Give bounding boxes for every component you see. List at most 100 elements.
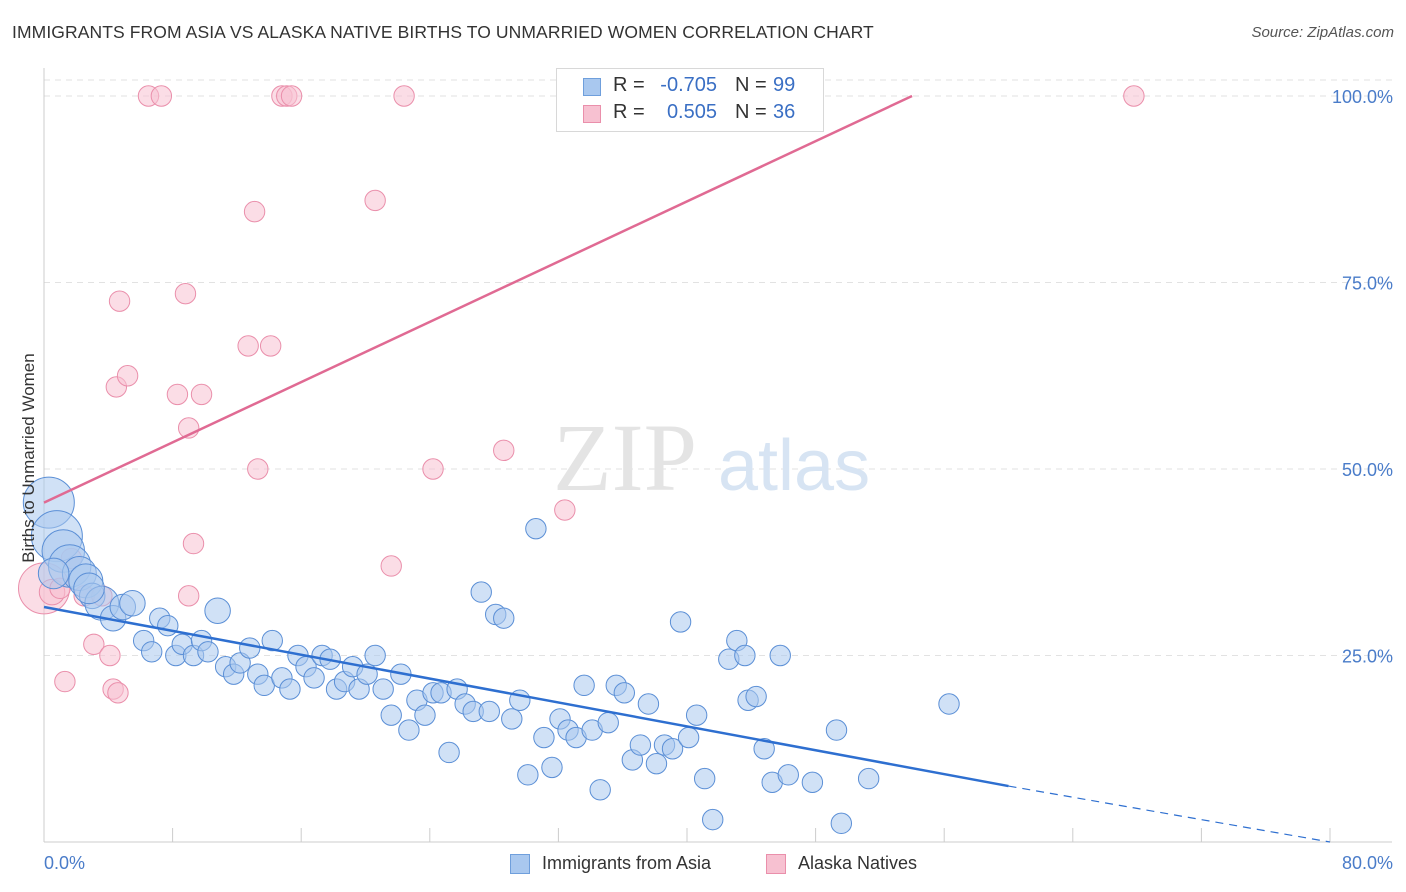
asia-point-27 — [261, 629, 283, 652]
asia-point-40 — [364, 644, 386, 667]
asia-point-24 — [239, 637, 261, 659]
watermark-atlas: atlas — [718, 426, 870, 506]
alaska-trend-line — [43, 94, 913, 504]
asia-point-80 — [685, 704, 708, 726]
asia-point-69 — [597, 711, 619, 734]
asia-point-91 — [777, 764, 799, 786]
y-axis-label: Births to Unmarried Women — [19, 353, 38, 562]
stats-swatch-0 — [583, 78, 601, 96]
alaska-point-35 — [177, 585, 200, 607]
asia-point-90 — [769, 644, 791, 667]
y-tick-label-2: 75.0% — [1342, 274, 1393, 294]
chart-title: IMMIGRANTS FROM ASIA VS ALASKA NATIVE BI… — [12, 22, 874, 42]
asia-point-68 — [589, 779, 611, 801]
legend-label-asia: Immigrants from Asia — [542, 853, 712, 873]
alaska-point-12 — [108, 290, 131, 312]
asia-point-59 — [517, 764, 539, 786]
y-tick-label-3: 100.0% — [1332, 87, 1393, 107]
asia-point-82 — [702, 808, 724, 831]
asia-point-10 — [119, 590, 146, 617]
stats-swatch-1 — [583, 105, 601, 123]
asia-point-14 — [157, 614, 179, 637]
asia-point-62 — [541, 756, 563, 779]
asia-point-93 — [825, 719, 848, 741]
alaska-point-28 — [364, 189, 386, 212]
alaska-point-20 — [190, 383, 213, 406]
asia-point-77 — [661, 738, 684, 760]
asia-point-92 — [801, 771, 824, 794]
x-tick-label-1: 80.0% — [1342, 853, 1393, 873]
asia-point-46 — [414, 704, 436, 726]
r-value-1: 0.505 — [666, 101, 717, 123]
stats-box: R = -0.705 N = 99 R = 0.505 N = 36 — [556, 68, 824, 132]
asia-point-74 — [637, 693, 660, 715]
alaska-point-27 — [280, 85, 303, 107]
alaska-point-19 — [182, 532, 205, 555]
alaska-point-9 — [107, 682, 129, 704]
axes — [43, 68, 1392, 843]
asia-trend-extension — [1008, 785, 1331, 843]
asia-point-56 — [493, 607, 515, 629]
asia-point-98 — [73, 572, 105, 605]
asia-point-66 — [573, 674, 595, 697]
asia-point-12 — [141, 641, 163, 663]
alaska-point-34 — [1123, 85, 1145, 107]
asia-point-95 — [857, 767, 880, 790]
legend-swatch-alaska — [766, 854, 786, 874]
x-tick-label-0: 0.0% — [44, 853, 85, 873]
asia-point-49 — [438, 741, 460, 764]
y-tick-label-1: 50.0% — [1342, 460, 1393, 480]
asia-point-71 — [613, 682, 636, 704]
asia-trend-line — [43, 605, 1009, 788]
alaska-point-7 — [99, 644, 121, 667]
n-value-0: 99 — [773, 74, 796, 96]
watermark-zip: ZIP — [553, 404, 697, 511]
alaska-point-23 — [247, 458, 269, 480]
alaska-point-10 — [54, 670, 76, 693]
alaska-point-32 — [493, 439, 515, 462]
asia-point-97 — [37, 557, 70, 590]
alaska-point-22 — [243, 200, 266, 223]
grid-lines — [44, 79, 1392, 656]
alaska-point-31 — [422, 458, 444, 480]
asia-point-42 — [380, 704, 402, 726]
watermark: ZIP atlas — [553, 404, 870, 511]
asia-point-53 — [470, 581, 492, 603]
asia-point-81 — [693, 767, 716, 790]
asia-point-57 — [501, 708, 523, 730]
immigrants-from-asia-points — [22, 476, 960, 835]
asia-point-41 — [372, 678, 394, 700]
asia-point-88 — [753, 738, 775, 760]
alaska-point-15 — [150, 85, 173, 107]
source-label: Source: ZipAtlas.com — [1251, 24, 1394, 41]
r-value-0: -0.705 — [660, 74, 717, 96]
asia-point-78 — [669, 611, 692, 633]
asia-point-44 — [398, 719, 420, 741]
asia-point-20 — [204, 597, 231, 624]
alaska-point-21 — [237, 335, 259, 357]
alaska-point-24 — [259, 335, 282, 357]
n-value-1: 36 — [773, 101, 796, 123]
alaska-natives-points — [18, 85, 1145, 704]
asia-point-29 — [279, 678, 301, 700]
n-label-1: N = — [735, 101, 767, 123]
r-label-1: R = — [613, 101, 645, 123]
alaska-point-17 — [174, 282, 197, 305]
asia-point-23 — [229, 652, 251, 674]
alaska-point-13 — [116, 365, 139, 387]
r-label-0: R = — [613, 74, 645, 96]
alaska-point-16 — [166, 383, 189, 406]
asia-point-32 — [303, 667, 325, 689]
alaska-point-30 — [393, 85, 415, 107]
trend-lines — [43, 94, 1331, 843]
asia-point-87 — [745, 685, 767, 708]
asia-point-75 — [645, 752, 668, 775]
asia-point-60 — [525, 517, 547, 540]
asia-point-61 — [533, 726, 555, 749]
y-tick-labels: 25.0% 50.0% 75.0% 100.0% — [1332, 87, 1393, 667]
y-tick-label-0: 25.0% — [1342, 647, 1393, 667]
alaska-point-33 — [554, 499, 576, 521]
asia-point-79 — [677, 726, 700, 749]
asia-point-73 — [629, 734, 652, 756]
legend-label-alaska: Alaska Natives — [798, 853, 918, 873]
